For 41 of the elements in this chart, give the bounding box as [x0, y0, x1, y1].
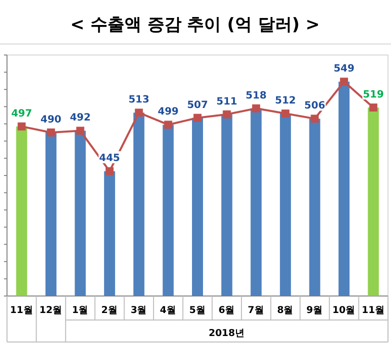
x-tick-label: 12월: [39, 305, 63, 316]
data-label: 512: [274, 96, 296, 107]
point: [340, 78, 348, 86]
data-label: 492: [70, 112, 91, 124]
point: [76, 126, 84, 135]
point: [164, 120, 172, 129]
chart-title: < 수출액 증감 추이 (억 달러) >: [70, 15, 320, 35]
x-tick-label: 3월: [130, 305, 148, 316]
data-label: 445: [99, 153, 120, 164]
data-label: 497: [11, 108, 32, 120]
data-label: 511: [216, 96, 238, 108]
data-label: 507: [187, 100, 208, 111]
data-label: 518: [246, 90, 267, 102]
x-tick-label: 2월: [101, 305, 118, 316]
data-label: 506: [304, 100, 326, 112]
point: [222, 110, 231, 118]
data-label: 513: [128, 94, 150, 106]
point: [252, 104, 260, 112]
point: [106, 167, 114, 176]
data-label: 490: [40, 114, 62, 126]
point: [369, 104, 378, 112]
x-tick-label: 5월: [189, 305, 206, 316]
x-tick-label: 9월: [306, 305, 324, 316]
data-label: 519: [362, 90, 384, 101]
point: [281, 110, 290, 118]
x-tick-label: 8월: [277, 305, 294, 316]
point: [134, 108, 143, 117]
point: [46, 128, 55, 136]
x-tick-label: 11월: [362, 305, 385, 316]
data-label: 499: [158, 106, 179, 118]
x-axis-title: 2018년: [208, 328, 246, 339]
x-tick-label: 4월: [160, 305, 177, 316]
point: [194, 114, 202, 122]
point: [310, 114, 319, 123]
x-tick-label: 1월: [72, 305, 89, 316]
x-tick-label: 10월: [332, 305, 356, 316]
x-tick-label: 11월: [10, 305, 34, 316]
x-tick-label: 7월: [248, 305, 264, 316]
data-label: 549: [334, 64, 355, 75]
point: [18, 122, 26, 130]
x-tick-label: 6월: [218, 305, 236, 316]
